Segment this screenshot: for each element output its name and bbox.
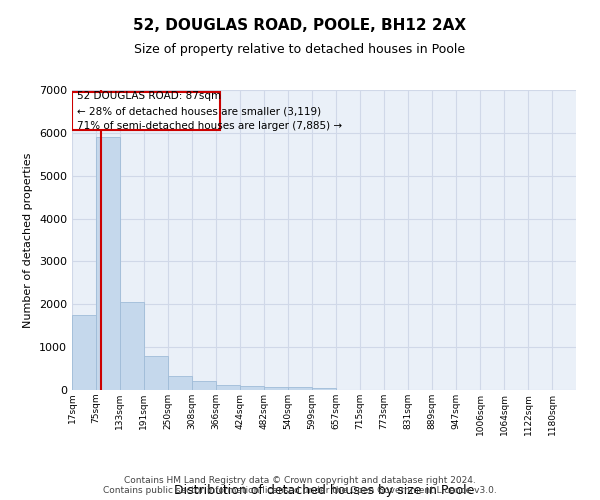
- Bar: [96, 137, 119, 390]
- Bar: [312, 388, 336, 390]
- Text: Contains HM Land Registry data © Crown copyright and database right 2024.
Contai: Contains HM Land Registry data © Crown c…: [103, 476, 497, 495]
- Bar: [288, 388, 311, 390]
- X-axis label: Distribution of detached houses by size in Poole: Distribution of detached houses by size …: [174, 484, 474, 496]
- Text: 52, DOUGLAS ROAD, POOLE, BH12 2AX: 52, DOUGLAS ROAD, POOLE, BH12 2AX: [133, 18, 467, 32]
- Bar: [120, 302, 143, 390]
- Bar: [72, 315, 96, 390]
- Y-axis label: Number of detached properties: Number of detached properties: [23, 152, 34, 328]
- Text: Size of property relative to detached houses in Poole: Size of property relative to detached ho…: [134, 42, 466, 56]
- Bar: [168, 376, 192, 390]
- Bar: [144, 356, 167, 390]
- Text: 52 DOUGLAS ROAD: 87sqm
← 28% of detached houses are smaller (3,119)
71% of semi-: 52 DOUGLAS ROAD: 87sqm ← 28% of detached…: [77, 91, 341, 131]
- Bar: [73, 92, 220, 130]
- Bar: [192, 382, 216, 390]
- Bar: [264, 386, 287, 390]
- Bar: [240, 386, 264, 390]
- Bar: [216, 385, 240, 390]
